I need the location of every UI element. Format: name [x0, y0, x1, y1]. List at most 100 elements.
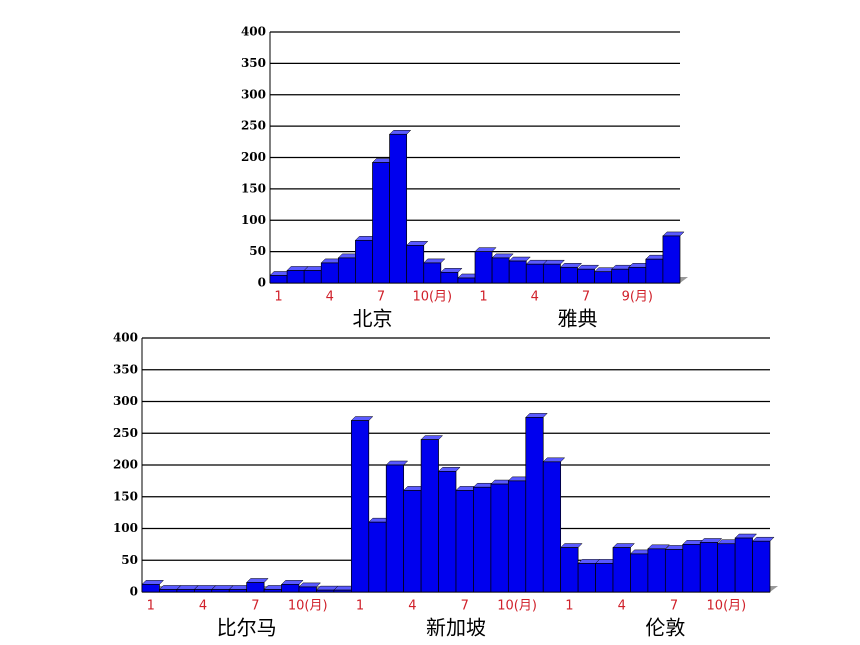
bar-top — [388, 130, 412, 135]
bar-top — [491, 253, 514, 259]
bar — [159, 589, 178, 593]
y-tick-label: 300 — [113, 394, 138, 408]
bar — [752, 540, 771, 593]
y-tick-label: 50 — [249, 244, 266, 258]
month-label: 7 — [461, 599, 469, 614]
bar-top — [474, 247, 497, 252]
month-label: 4 — [618, 599, 626, 614]
bar-top — [385, 460, 409, 466]
bar — [507, 480, 527, 593]
bar — [440, 271, 459, 284]
bar — [594, 271, 613, 284]
bar-top — [508, 256, 531, 262]
bar-top — [141, 580, 165, 585]
bar — [611, 268, 630, 284]
y-tick-label: 150 — [241, 181, 266, 195]
bar — [141, 584, 160, 593]
bar — [286, 270, 305, 284]
city-name: 比尔马 — [217, 616, 277, 640]
city-name: 伦敦 — [645, 616, 685, 640]
y-tick-label: 350 — [113, 362, 138, 376]
bar — [717, 543, 736, 593]
bar — [333, 589, 352, 593]
y-tick-label: 0 — [130, 585, 138, 599]
bar-top — [612, 543, 636, 548]
bar — [542, 461, 562, 593]
y-tick-label: 0 — [258, 276, 266, 290]
bar-top — [440, 268, 463, 273]
bar-top — [647, 544, 670, 550]
bar — [403, 490, 422, 593]
bar-top — [699, 538, 723, 543]
bar — [525, 263, 544, 284]
month-label: 4 — [199, 599, 207, 614]
bar — [389, 133, 408, 284]
bar-top — [576, 264, 600, 270]
month-label: 7 — [670, 599, 678, 614]
bar — [577, 268, 595, 284]
bar — [647, 548, 666, 593]
month-label: 7 — [582, 290, 590, 305]
bar — [457, 277, 476, 284]
city-name: 雅典 — [558, 307, 598, 331]
bar — [263, 589, 282, 593]
bar — [560, 266, 578, 284]
bar — [303, 270, 322, 284]
bar — [628, 266, 647, 284]
bar-top — [734, 533, 758, 539]
bar — [337, 257, 356, 284]
month-label: 10(月) — [707, 599, 747, 614]
bar — [662, 235, 681, 284]
month-label: 1 — [565, 599, 573, 614]
bar — [368, 521, 387, 593]
bar — [734, 537, 753, 593]
y-tick-label: 400 — [113, 331, 138, 345]
bar — [420, 439, 439, 593]
bar-top — [350, 416, 374, 421]
month-label: 4 — [326, 290, 334, 305]
bar — [490, 483, 509, 593]
bar — [525, 417, 544, 593]
bar — [595, 563, 614, 593]
bar — [350, 420, 370, 593]
month-label: 1 — [479, 290, 487, 305]
bar — [193, 589, 213, 593]
bar-top — [437, 467, 461, 472]
y-tick-label: 250 — [113, 426, 138, 440]
bar-top — [559, 263, 583, 268]
bar — [281, 584, 300, 593]
bar — [320, 262, 339, 284]
bar-top — [560, 543, 583, 548]
bar-top — [298, 582, 322, 588]
bar — [176, 589, 195, 593]
bar — [645, 258, 664, 284]
bar — [211, 589, 230, 593]
y-tick-label: 200 — [113, 458, 138, 472]
bar — [438, 471, 457, 593]
bar — [508, 260, 527, 284]
city-name: 北京 — [353, 307, 393, 331]
y-tick-label: 300 — [241, 87, 266, 101]
bar-top — [525, 413, 548, 418]
bar — [316, 589, 335, 593]
y-tick-label: 400 — [241, 25, 266, 39]
y-tick-label: 250 — [241, 119, 266, 133]
bar — [455, 490, 474, 593]
month-label: 4 — [408, 599, 416, 614]
bar-top — [406, 241, 429, 246]
bar — [577, 563, 596, 593]
bar — [298, 586, 317, 593]
y-tick-label: 350 — [241, 56, 266, 70]
bar-top — [751, 536, 775, 542]
bar-top — [542, 457, 566, 463]
month-label: 7 — [251, 599, 259, 614]
bar-top — [662, 231, 685, 237]
bar-top — [420, 435, 444, 440]
y-tick-label: 150 — [113, 489, 138, 503]
bar — [630, 553, 649, 593]
bar-top — [246, 578, 269, 583]
bar — [664, 549, 684, 593]
bar — [406, 245, 425, 284]
